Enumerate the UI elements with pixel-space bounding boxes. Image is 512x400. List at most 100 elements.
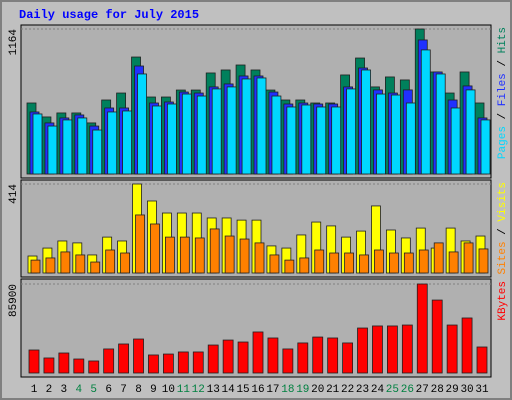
legend-entry: Pages (497, 126, 509, 159)
bar (403, 252, 414, 274)
bar (137, 73, 147, 175)
bar (463, 242, 474, 274)
bar (480, 119, 491, 175)
bar (237, 341, 249, 374)
legend-entry: Hits (497, 27, 509, 53)
x-tick-label: 21 (326, 384, 340, 396)
x-tick-label: 26 (401, 384, 414, 396)
bar (30, 259, 41, 274)
bar (152, 105, 162, 175)
x-tick-label: 16 (251, 384, 264, 396)
x-tick-label: 30 (460, 384, 473, 396)
legend-entry: Files (497, 73, 509, 106)
bar (73, 358, 85, 374)
legend: Pages / Files / Hits (497, 27, 509, 159)
x-tick-label: 4 (75, 384, 82, 396)
bar (196, 95, 207, 175)
bar (122, 110, 132, 175)
bar (77, 117, 88, 175)
bar (418, 249, 429, 274)
bar (32, 113, 43, 175)
bar (386, 325, 398, 374)
bar (47, 125, 58, 175)
bar (62, 119, 73, 175)
bar (58, 352, 70, 374)
x-tick-label: 17 (266, 384, 279, 396)
bar (252, 331, 264, 374)
y-tick-label: 1164 (8, 29, 20, 56)
bar (476, 346, 488, 374)
legend-entry: Sites (497, 241, 509, 274)
bar (357, 327, 368, 374)
x-tick-label: 7 (120, 384, 127, 396)
bar (254, 242, 265, 274)
chart-title: Daily usage for July 2015 (19, 8, 199, 22)
x-tick-label: 15 (236, 384, 249, 396)
bar (181, 93, 192, 175)
bar (372, 325, 383, 374)
bar (107, 111, 118, 175)
bar (120, 252, 130, 274)
bar (92, 129, 103, 175)
bar (465, 89, 476, 175)
legend: KBytes (497, 281, 509, 321)
bar (376, 93, 386, 175)
bar (224, 235, 235, 274)
bar (148, 354, 159, 374)
x-tick-label: 3 (61, 384, 68, 396)
bar (327, 337, 339, 374)
x-tick-label: 13 (207, 384, 220, 396)
x-tick-label: 20 (311, 384, 324, 396)
legend-entry: Visits (497, 182, 509, 222)
bar (346, 88, 357, 175)
bar (416, 283, 428, 374)
y-tick-label: 85900 (8, 284, 20, 317)
bar (269, 254, 280, 274)
bar (314, 249, 325, 274)
bar (60, 251, 71, 274)
legend-separator: / (497, 106, 509, 126)
bar (431, 299, 443, 374)
bar (450, 107, 461, 175)
bar (435, 73, 446, 175)
bar (179, 236, 190, 274)
bar (118, 343, 129, 374)
bar (446, 324, 458, 374)
legend: Sites / Visits (497, 182, 509, 274)
bar (405, 102, 416, 175)
legend-separator: / (497, 222, 509, 242)
x-tick-label: 1 (31, 384, 38, 396)
bar (164, 236, 175, 274)
y-tick-label: 414 (8, 184, 20, 204)
bar (43, 357, 55, 374)
x-tick-label: 19 (296, 384, 309, 396)
bar (28, 349, 40, 374)
bar (226, 86, 237, 175)
bar (103, 348, 115, 374)
bar (388, 252, 399, 274)
bar (420, 49, 431, 175)
bar (478, 248, 489, 274)
bar (361, 69, 371, 175)
bar (284, 259, 295, 274)
bar (433, 242, 444, 274)
x-tick-label: 27 (416, 384, 429, 396)
bar (133, 338, 144, 374)
bar (150, 223, 160, 274)
x-tick-label: 25 (386, 384, 399, 396)
bar (192, 351, 204, 374)
x-tick-label: 2 (46, 384, 53, 396)
x-tick-label: 31 (475, 384, 489, 396)
bar (135, 214, 145, 274)
bar (329, 252, 340, 274)
x-tick-label: 12 (192, 384, 205, 396)
x-tick-label: 6 (105, 384, 112, 396)
bar (342, 342, 354, 374)
legend-entry: KBytes (497, 281, 509, 321)
x-tick-label: 23 (356, 384, 369, 396)
x-tick-label: 11 (177, 384, 191, 396)
bar (271, 95, 282, 175)
x-tick-label: 8 (135, 384, 142, 396)
bar (177, 351, 189, 374)
